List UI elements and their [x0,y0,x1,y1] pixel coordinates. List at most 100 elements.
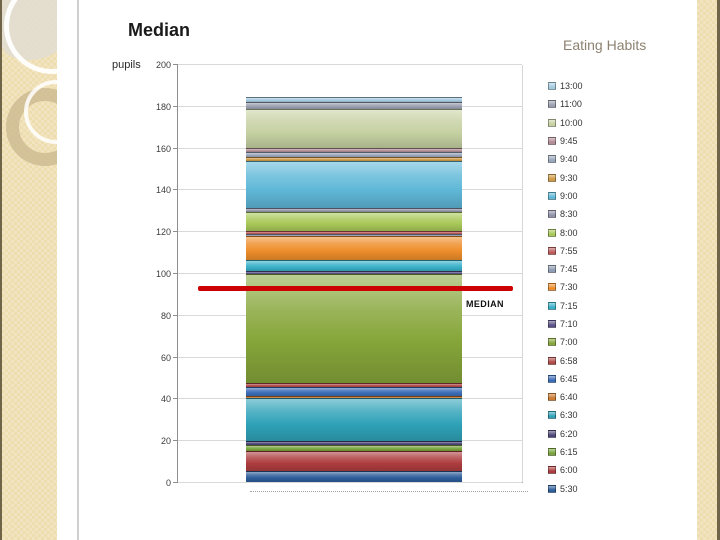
legend-item: 9:30 [548,168,583,186]
legend-swatch-icon [548,265,556,274]
y-tick-label: 180 [155,101,171,112]
legend-label: 10:00 [560,117,583,128]
axis-tick [173,482,178,483]
bar-segment-9-30 [246,156,462,162]
legend-swatch-icon [548,191,556,200]
legend-item: 7:55 [548,242,583,260]
legend-swatch-icon [548,301,556,310]
legend-label: 9:30 [560,172,578,183]
bar-segment-8-00 [246,212,462,232]
bar-segment-6-40 [246,396,462,399]
median-line-label: MEDIAN [466,298,504,309]
axis-tick [173,398,178,400]
legend-swatch-icon [548,338,556,347]
legend-label: 8:00 [560,227,578,238]
legend-label: 6:58 [560,355,578,366]
bar-segment-7-15 [246,260,462,271]
x-axis-ticks [250,491,528,492]
legend-swatch-icon [548,466,556,475]
legend-item: 6:00 [548,461,583,479]
legend-swatch-icon [548,356,556,365]
legend-label: 13:00 [560,81,583,92]
bar-segment-6-20 [246,441,462,446]
legend-label: 7:15 [560,300,578,311]
bar-segment-6-15 [246,445,462,451]
legend-item: 8:00 [548,223,583,241]
legend-item: 7:10 [548,315,583,333]
axis-tick [173,231,178,233]
bar-segment-9-45 [246,147,462,152]
bar-segment-9-40 [246,151,462,157]
axis-tick [173,64,178,65]
legend-label: 11:00 [560,99,582,110]
median-line [198,285,513,291]
legend-label: 6:20 [560,428,578,439]
legend-item: 10:00 [548,114,583,132]
legend-item: 6:58 [548,351,583,369]
legend-swatch-icon [548,100,556,109]
bar-segment-11-00 [246,101,462,109]
y-tick-label: 40 [160,394,171,405]
chart-plot-area: MEDIAN [173,64,528,492]
legend-swatch-icon [548,82,556,91]
axis-tick [173,105,178,107]
legend-swatch-icon [548,137,556,146]
legend-label: 5:30 [560,483,578,494]
legend-item: 6:45 [548,370,583,388]
legend-swatch-icon [548,448,556,457]
bar-segment-10-00 [246,108,462,148]
axis-tick [173,314,178,316]
legend-swatch-icon [548,320,556,328]
legend-item: 7:30 [548,278,583,296]
legend-swatch-icon [548,484,556,493]
legend-swatch-icon [548,429,556,438]
legend-item: 9:00 [548,187,583,205]
legend-label: 7:30 [560,282,578,293]
bar-segment-5-30 [246,471,462,482]
axis-tick [173,189,178,191]
axis-tick [173,147,178,149]
legend-label: 9:00 [560,190,578,201]
legend-item: 8:30 [548,205,583,223]
legend-item: 11:00 [548,95,583,113]
gridline [178,64,522,65]
legend-item: 6:30 [548,406,583,424]
legend-swatch-icon [548,411,556,420]
bar-segment-7-00 [246,273,462,383]
legend-label: 6:40 [560,392,578,403]
legend-swatch-icon [548,393,556,402]
legend-label: 6:45 [560,373,578,384]
bar-segment-7-30 [246,236,462,261]
bar-segment-8-30 [246,208,462,213]
legend-item: 9:40 [548,150,583,168]
legend-item: 7:15 [548,297,583,315]
slide-right-edge [717,0,720,540]
legend-swatch-icon [548,155,556,164]
bar-segment-13-00 [246,97,462,102]
stacked-bar [246,97,462,482]
y-tick-label: 160 [155,143,171,154]
legend-item: 6:20 [548,425,583,443]
chart-legend: 13:00 11:00 10:00 9:45 9:40 9:30 9:00 8:30 8:00 7… [548,77,583,498]
legend-title: Eating Habits [563,37,647,53]
bar-segment-7-55 [246,231,462,234]
decoration-ring-icon [4,0,57,74]
legend-label: 7:10 [560,319,578,329]
legend-swatch-icon [548,246,556,255]
legend-swatch-icon [548,173,556,182]
legend-swatch-icon [548,374,556,383]
bar-segment-6-00 [246,450,462,472]
legend-item: 7:00 [548,333,583,351]
y-tick-label: 80 [160,310,171,321]
legend-label: 8:30 [560,209,578,220]
legend-item: 7:45 [548,260,583,278]
y-tick-label: 140 [155,185,171,196]
y-tick-label: 0 [165,478,171,488]
bar-segment-6-58 [246,382,462,387]
legend-item: 6:40 [548,388,583,406]
slide-edge-rule [77,0,79,540]
y-tick-label: 200 [155,60,171,70]
legend-swatch-icon [548,283,556,292]
legend-label: 7:00 [560,337,578,348]
bar-segment-9-00 [246,161,462,209]
